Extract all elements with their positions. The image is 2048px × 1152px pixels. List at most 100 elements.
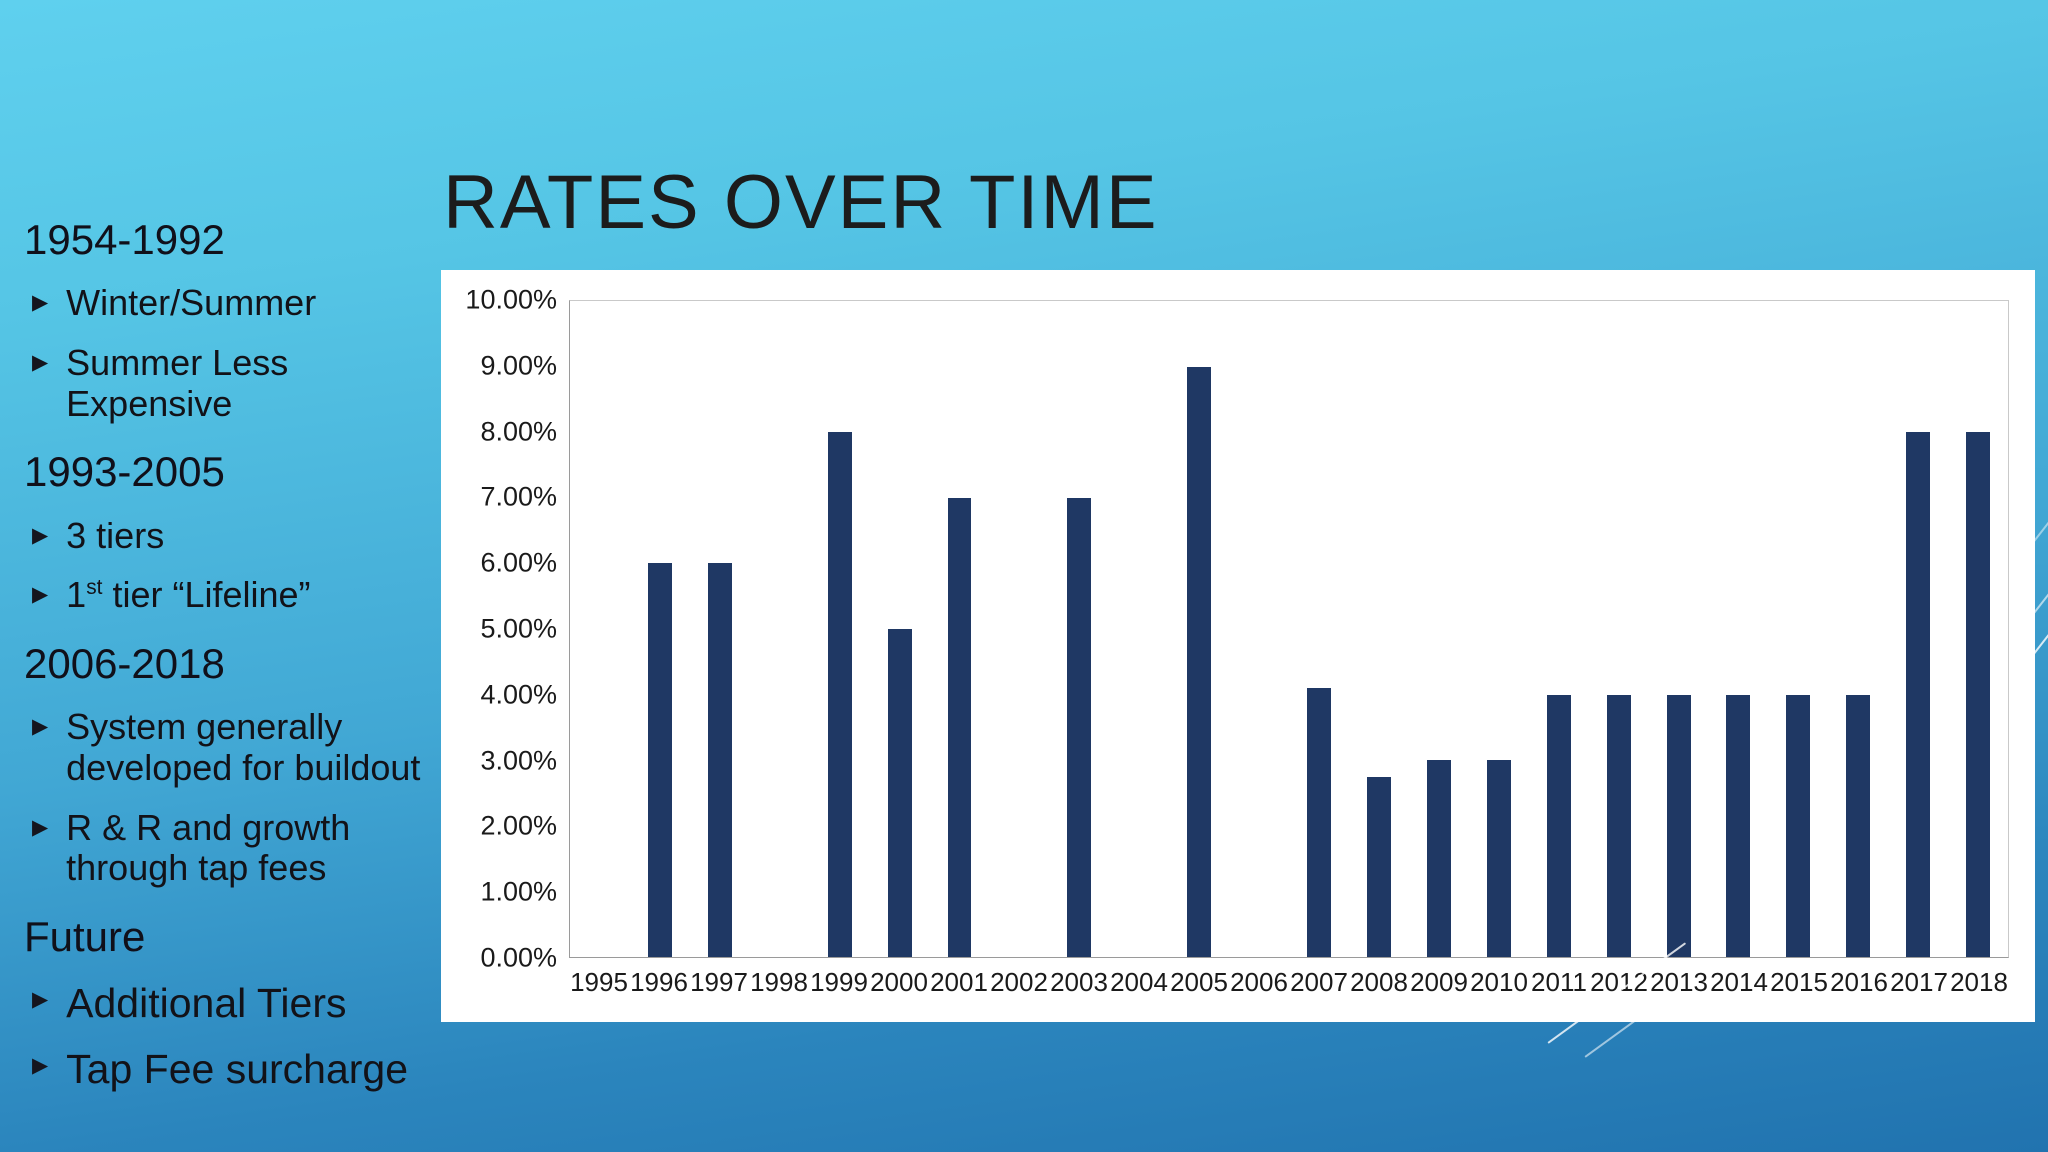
section-1954-1992: 1954-1992 ▶ Winter/Summer ▶ Summer Less …: [24, 216, 449, 424]
bar-2010: [1486, 760, 1511, 957]
bar-slot-2006: [1229, 301, 1289, 957]
x-axis-label: 2017: [1890, 967, 1948, 997]
bar-2008: [1366, 776, 1391, 957]
y-axis: 0.00% 1.00% 2.00% 3.00% 4.00% 5.00% 6.00% 7.00%…: [457, 285, 569, 973]
bullet-triangle-icon: ▶: [32, 1053, 49, 1077]
bar-2016: [1846, 694, 1871, 957]
bullet-text-post: tier “Lifeline”: [102, 574, 311, 616]
bar-slot-2016: [1828, 301, 1888, 957]
list-item: ▶ Summer Less Expensive: [32, 341, 449, 424]
y-axis-tick-label: 10.00%: [465, 284, 557, 315]
list-item: ▶ Winter/Summer: [32, 283, 449, 324]
bar-2015: [1786, 694, 1811, 957]
section-heading: 1954-1992: [24, 216, 225, 263]
bar-slot-2018: [1948, 301, 2008, 957]
y-axis-tick-label: 0.00%: [480, 942, 557, 973]
section-1993-2005: 1993-2005 ▶ 3 tiers ▶ 1st tier “Lifeline…: [24, 448, 449, 616]
bar-slot-2010: [1469, 301, 1529, 957]
x-axis-label: 1997: [690, 967, 748, 997]
x-axis-label: 2005: [1170, 967, 1228, 997]
bar-1999: [827, 432, 852, 957]
bullet-text: 3 tiers: [66, 514, 165, 556]
list-item: ▶ System generally developed for buildou…: [32, 706, 449, 788]
bar-slot-2002: [989, 301, 1049, 957]
bar-2001: [947, 497, 972, 957]
bar-slot-2009: [1409, 301, 1469, 957]
x-axis-label: 2010: [1470, 967, 1528, 997]
x-axis-label: 2016: [1830, 967, 1888, 997]
list-item: ▶ 3 tiers: [32, 514, 449, 557]
bar-slot-2004: [1109, 301, 1169, 957]
x-axis-label: 2013: [1650, 967, 1708, 997]
bar-slot-1997: [690, 301, 750, 957]
bullet-triangle-icon: ▶: [32, 583, 49, 607]
list-item: ▶ 1st tier “Lifeline”: [32, 574, 449, 616]
bar-2009: [1426, 760, 1451, 957]
x-axis-label: 2002: [990, 967, 1048, 997]
x-axis-label: 1996: [630, 967, 688, 997]
bullet-text-pre: 1: [66, 574, 87, 616]
bar-slot-2014: [1709, 301, 1769, 957]
y-axis-tick-label: 1.00%: [480, 876, 557, 907]
plot-wrap: 1995 1996 1997 1998 1999 2000 2001 2002 2003 2004…: [569, 300, 2009, 1010]
bullet-text: Additional Tiers: [66, 980, 347, 1027]
bar-slot-2017: [1888, 301, 1948, 957]
section-heading: 2006-2018: [24, 639, 225, 687]
bar-slot-2003: [1049, 301, 1109, 957]
y-axis-tick-label: 3.00%: [480, 745, 557, 776]
x-axis-label: 1998: [750, 967, 808, 997]
x-axis-label: 2011: [1531, 967, 1587, 997]
x-axis-label: 1999: [810, 967, 868, 997]
bullet-triangle-icon: ▶: [32, 815, 49, 839]
bar-slot-2005: [1169, 301, 1229, 957]
x-axis-label: 2003: [1050, 967, 1108, 997]
y-axis-tick-label: 4.00%: [480, 679, 557, 710]
bar-slot-2013: [1649, 301, 1709, 957]
x-axis-label: 2001: [930, 967, 988, 997]
x-axis-label: 2006: [1230, 967, 1288, 997]
section-2006-2018: 2006-2018 ▶ System generally developed f…: [24, 640, 449, 889]
bullet-text: 1st tier “Lifeline”: [66, 574, 311, 616]
bar-slot-1998: [750, 301, 810, 957]
bar-2011: [1546, 694, 1571, 957]
y-axis-tick-label: 6.00%: [480, 547, 557, 578]
bullet-text: Winter/Summer: [66, 282, 317, 324]
bar-chart: 0.00% 1.00% 2.00% 3.00% 4.00% 5.00% 6.00% 7.00%…: [441, 270, 2035, 1022]
slide-title: RATES OVER TIME: [443, 159, 1159, 245]
x-axis-label: 2014: [1710, 967, 1768, 997]
bullet-text: R & R and growth through tap fees: [66, 806, 351, 889]
x-axis-label: 2008: [1350, 967, 1408, 997]
bullet-text: System generally developed for buildout: [66, 706, 421, 788]
list-item: ▶ Tap Fee surcharge: [32, 1046, 449, 1092]
section-heading: 1993-2005: [24, 448, 225, 496]
y-axis-tick-label: 7.00%: [480, 481, 557, 512]
bar-slot-1995: [570, 301, 630, 957]
list-item: ▶ Additional Tiers: [32, 980, 449, 1026]
bar-2005: [1187, 366, 1212, 957]
bar-slot-2011: [1529, 301, 1589, 957]
bar-2012: [1606, 694, 1631, 957]
bullet-triangle-icon: ▶: [32, 350, 49, 374]
decorative-diagonal-line: [2033, 533, 2048, 614]
bar-slot-2000: [870, 301, 930, 957]
section-heading: Future: [24, 912, 146, 960]
bar-slot-2012: [1589, 301, 1649, 957]
bar-slot-2001: [930, 301, 990, 957]
x-axis-label: 2007: [1290, 967, 1348, 997]
bar-2017: [1906, 432, 1931, 957]
bar-2007: [1307, 688, 1331, 957]
bar-2000: [887, 629, 912, 957]
bar-1996: [647, 563, 672, 957]
x-axis-label: 2000: [870, 967, 928, 997]
bullet-text: Summer Less Expensive: [66, 341, 289, 424]
bar-slot-1999: [810, 301, 870, 957]
section-future: Future ▶ Additional Tiers ▶ Tap Fee surc…: [24, 913, 449, 1092]
bar-2018: [1966, 432, 1991, 957]
x-axis-label: 2012: [1590, 967, 1648, 997]
bar-2014: [1726, 694, 1751, 957]
y-axis-tick-label: 8.00%: [480, 416, 557, 447]
bar-slot-1996: [630, 301, 690, 957]
x-axis-label: 1995: [570, 967, 628, 997]
bar-2013: [1666, 694, 1691, 957]
